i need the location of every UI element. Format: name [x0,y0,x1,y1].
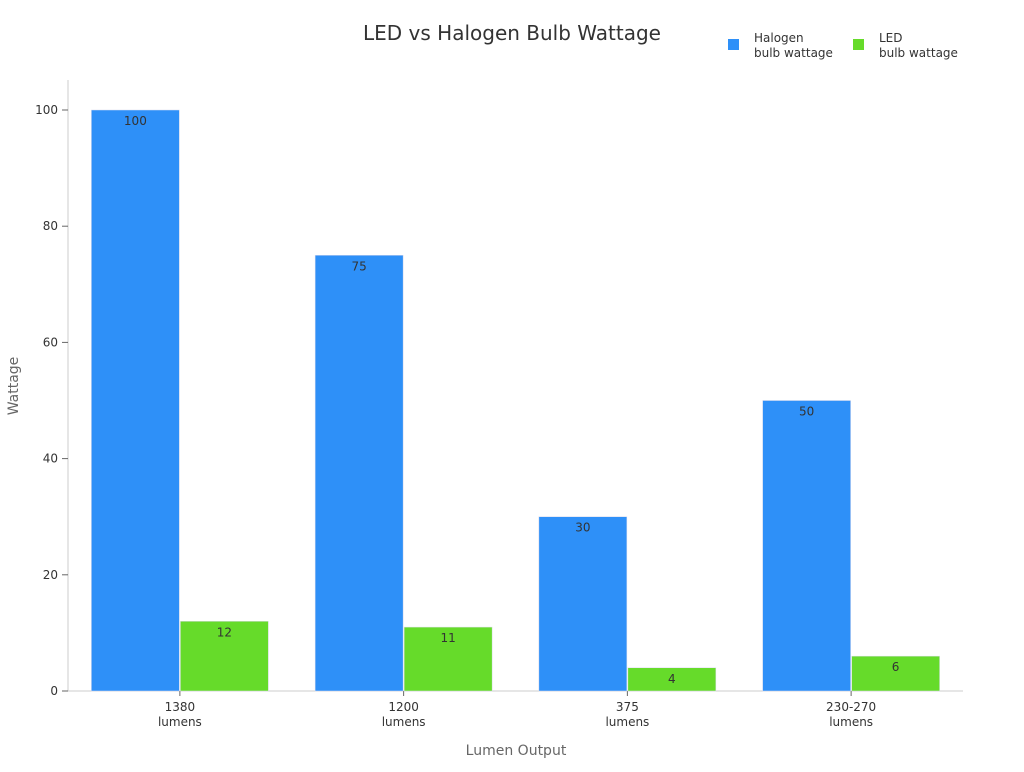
y-tick-label: 100 [35,103,58,117]
data-label: 100 [124,114,147,128]
legend-swatch [728,39,739,50]
bar-led[interactable] [627,667,717,692]
x-tick-label: 230-270 lumens [826,700,876,729]
x-axis-label: Lumen Output [466,743,567,759]
x-tick-label: 1200 lumens [382,700,426,729]
bar-led[interactable] [180,621,269,692]
data-label: 6 [892,660,900,674]
y-tick-label: 40 [43,452,58,466]
legend-label: Halogen bulb wattage [754,31,833,60]
legend: Halogen bulb wattage LED bulb wattage [728,31,958,60]
data-label: 75 [351,259,366,273]
legend-label: LED bulb wattage [879,31,958,60]
bar-led[interactable] [403,626,493,692]
data-label: 12 [217,625,232,639]
bar-halogen[interactable] [762,400,851,692]
y-tick-label: 80 [43,219,58,233]
bar-halogen[interactable] [314,255,404,692]
data-label: 11 [440,631,455,645]
legend-swatch [853,39,864,50]
y-tick-label: 20 [43,568,58,582]
bars: 100 12 75 11 30 4 50 6 [91,109,940,692]
bar-halogen[interactable] [538,516,628,692]
y-axis-label: Wattage [6,357,22,416]
x-tick-label: 1380 lumens [158,700,202,729]
data-label: 30 [575,521,590,535]
y-tick-label: 60 [43,335,58,349]
y-tick-label: 0 [50,684,58,698]
data-label: 4 [668,672,676,686]
chart-title: LED vs Halogen Bulb Wattage [363,21,661,45]
x-tick-label: 375 lumens [605,700,649,729]
bar-halogen[interactable] [91,109,180,692]
data-label: 50 [799,405,814,419]
bar-led[interactable] [851,655,940,692]
